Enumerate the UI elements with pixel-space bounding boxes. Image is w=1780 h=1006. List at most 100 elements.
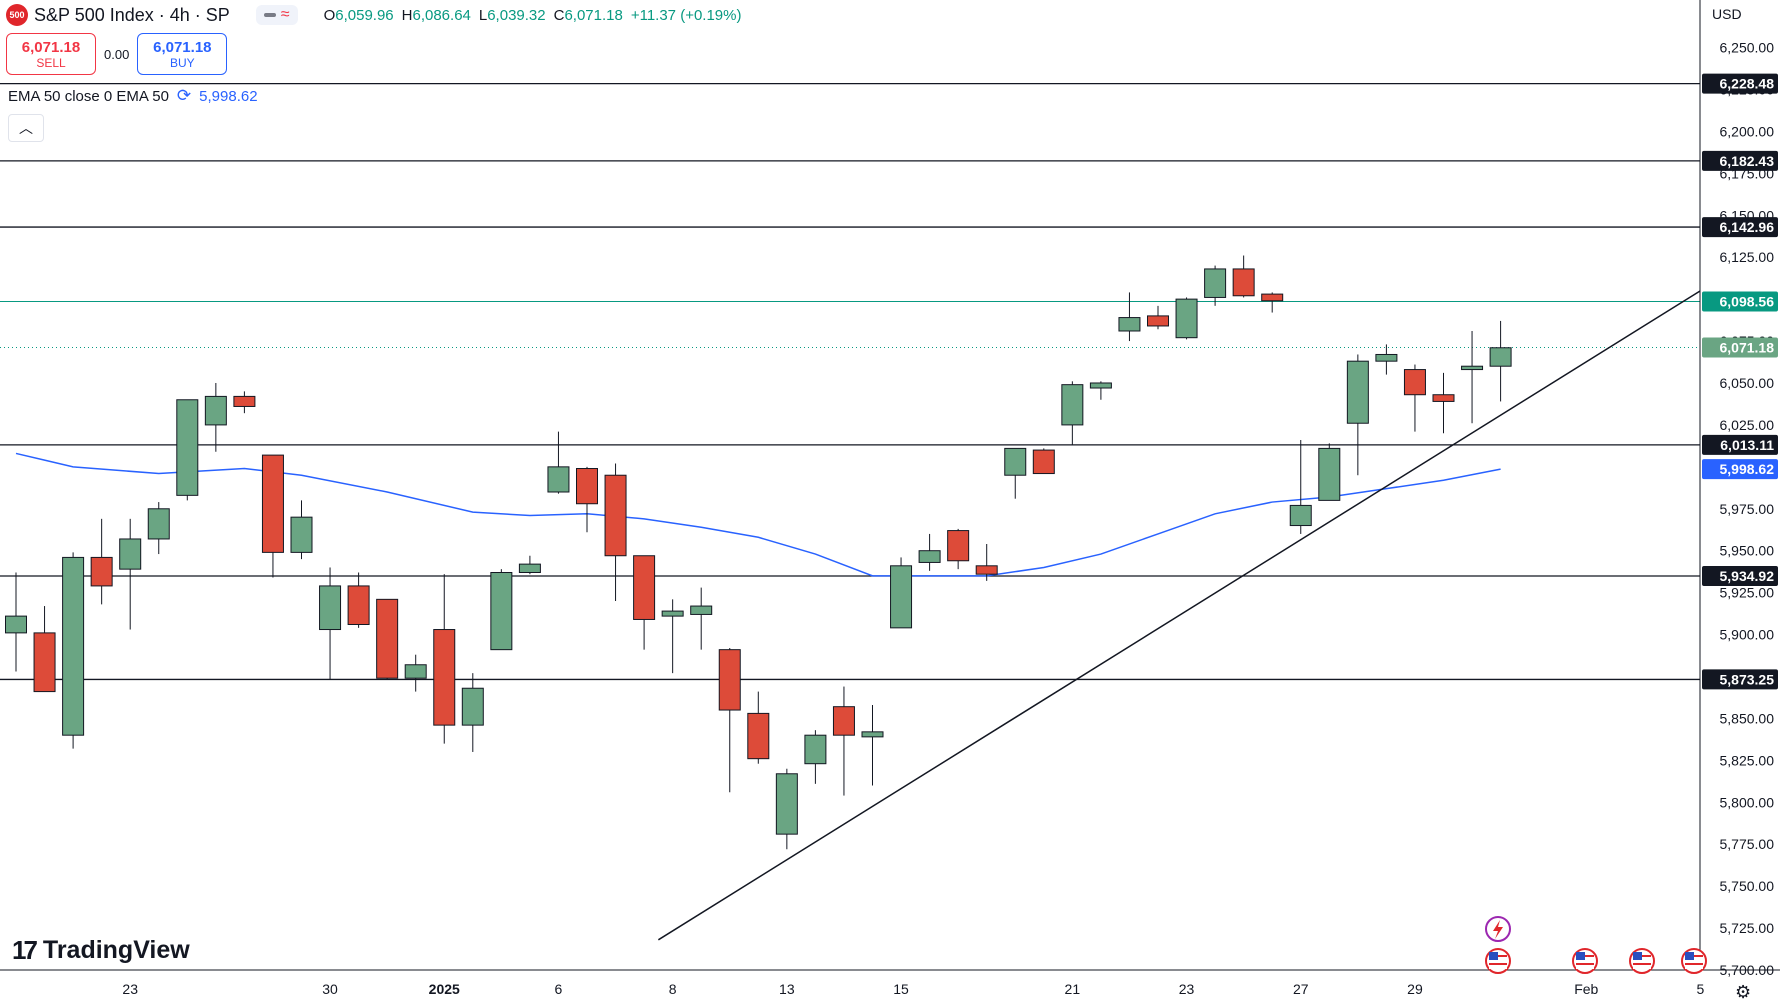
legend-toggle[interactable]: ≈ [255,5,298,25]
candle-body [890,565,913,629]
candle [747,691,770,764]
candle [1432,372,1455,434]
candle [1289,440,1312,534]
price-tick-label: 6,200.00 [1720,123,1775,139]
economic-event-icon[interactable] [1572,948,1598,974]
price-tick-label: 5,700.00 [1720,962,1775,978]
level-price-tag: 6,013.11 [1702,434,1778,455]
candle-body [90,556,113,587]
economic-event-icon[interactable] [1681,948,1707,974]
candle [119,518,142,630]
flag-canton [1633,952,1642,960]
candle-body [718,649,741,711]
candle [975,543,998,581]
candle [1232,255,1255,298]
flag-canton [1576,952,1585,960]
currency-label[interactable]: USD [1712,6,1742,22]
time-tick-label: 8 [669,981,677,997]
candle [1004,447,1027,499]
candle-body [1461,365,1484,371]
close-value: 6,071.18 [564,6,623,24]
candle-body [5,615,27,634]
candle-body [490,572,513,651]
sell-button[interactable]: 6,071.18 SELL [6,33,96,75]
candle-body [1032,449,1055,475]
high-value: 6,086.64 [412,6,471,24]
level-price-tag-bg [1702,73,1778,94]
candle-body [775,773,798,835]
level-price-tag: 6,142.96 [1702,217,1778,238]
candle-body [661,610,684,617]
candle-body [1318,447,1341,501]
time-tick-label: 5 [1697,981,1705,997]
time-tick-label: Feb [1574,981,1598,997]
candle-body [690,605,713,615]
symbol-title[interactable]: S&P 500 Index · 4h · SP [34,4,230,25]
candle-body [176,399,199,496]
candle-body [1432,394,1455,402]
candle-body [1118,317,1141,332]
ema-50-line[interactable] [15,452,1501,577]
candle [90,518,113,605]
tradingview-logo[interactable]: 17 TradingView [12,935,190,965]
candle [1204,265,1227,306]
level-price-tag-text: 6,182.43 [1720,153,1775,169]
indicator-label: EMA 50 close 0 EMA 50 [8,87,169,105]
price-tick-label: 6,050.00 [1720,375,1775,391]
candle-body [518,563,541,574]
time-tick-label: 21 [1065,981,1081,997]
candle-body [1261,293,1284,302]
indicator-legend[interactable]: EMA 50 close 0 EMA 50 ⟳ 5,998.62 [8,86,258,106]
candle [204,382,227,452]
time-tick-label: 30 [322,981,338,997]
candle-body [433,629,456,726]
buy-button[interactable]: 6,071.18 BUY [137,33,228,75]
candle [490,569,513,651]
spread-value: 0.00 [104,46,130,62]
time-tick-label: 27 [1293,981,1309,997]
candle [1461,330,1484,424]
minus-icon [263,13,276,17]
candle-body [832,706,855,736]
teal-price-tag-text: 6,098.56 [1720,294,1775,310]
candle-body [147,508,170,540]
economic-event-icon[interactable] [1629,948,1655,974]
candle-body [804,734,827,765]
candle [890,557,913,629]
candle-body [975,565,998,575]
level-price-tag: 5,934.92 [1702,565,1778,586]
candle-body [1489,347,1512,367]
candle [33,606,56,693]
collapse-legend-button[interactable]: ︿ [8,114,44,142]
candle [404,654,427,692]
price-tick-label: 5,950.00 [1720,543,1775,559]
price-tick-label: 6,025.00 [1720,417,1775,433]
settings-icon[interactable]: ⚙ [1735,982,1752,1002]
candle-body [404,664,427,679]
level-price-tag: 6,228.48 [1702,73,1778,94]
candle [319,567,342,680]
price-tick-label: 5,900.00 [1720,627,1775,643]
lightning-event-icon[interactable] [1485,916,1511,942]
price-tick-label: 6,250.00 [1720,40,1775,56]
candle-body [604,474,627,557]
price-tick-label: 5,825.00 [1720,752,1775,768]
candle [1118,292,1141,342]
trend-line[interactable] [657,290,1701,941]
last-price-tag: 6,071.18 [1702,337,1778,358]
candle-body [1175,298,1198,339]
candle-body [1004,447,1027,476]
candle-body [947,530,970,562]
candle-body [1089,382,1112,389]
candle-body [62,556,85,736]
economic-event-icon[interactable] [1485,948,1511,974]
price-tick-label: 5,750.00 [1720,878,1775,894]
flag-canton [1685,952,1694,960]
candle [661,599,684,674]
candle [290,500,313,560]
candle [347,572,370,628]
refresh-icon[interactable]: ⟳ [176,86,192,105]
price-tick-label: 5,800.00 [1720,794,1775,810]
time-tick-label: 2025 [429,981,460,997]
